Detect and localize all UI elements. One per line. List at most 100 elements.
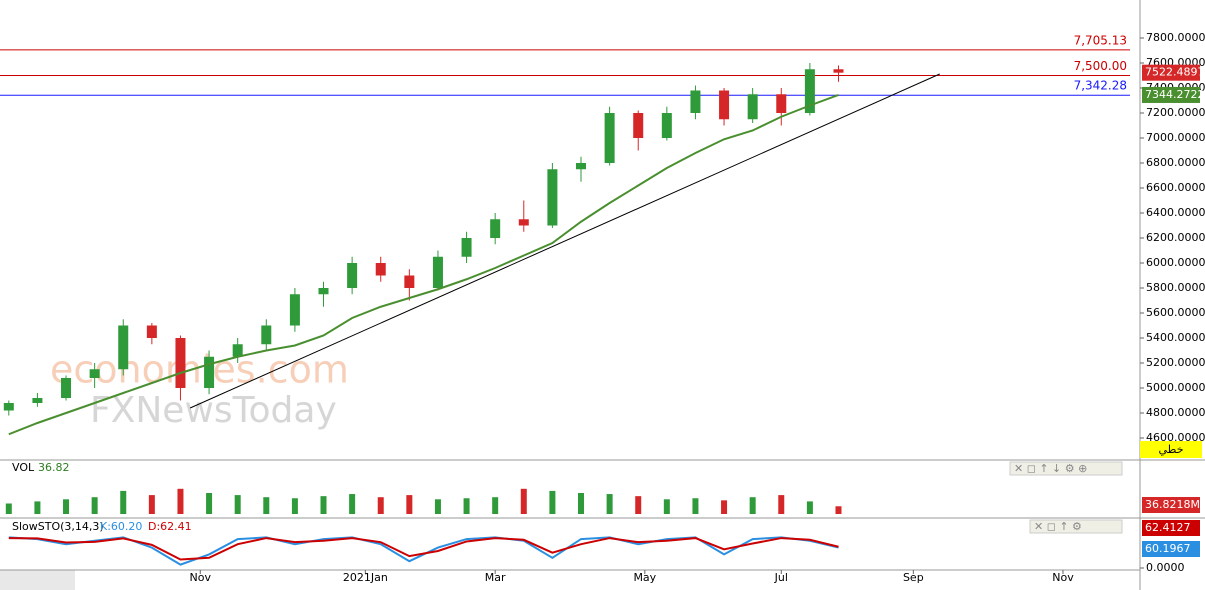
- vol-last: 36.82: [38, 461, 70, 474]
- volume-bar: [91, 497, 98, 514]
- y-tick-label: 7000.0000: [1146, 131, 1205, 144]
- volume-bar: [463, 498, 470, 514]
- ma-label: 7344.2722: [1145, 88, 1205, 101]
- candle-body: [547, 169, 558, 226]
- y-tick-label: 6400.0000: [1146, 206, 1205, 219]
- candle-body: [175, 338, 186, 388]
- volume-bar: [492, 497, 499, 514]
- candle-body: [89, 369, 100, 378]
- x-tick-label: May: [633, 571, 656, 584]
- candle-body: [204, 356, 215, 388]
- y-tick-label: 6800.0000: [1146, 156, 1205, 169]
- candle-body: [3, 403, 14, 411]
- watermark: FXNewsToday: [90, 390, 337, 431]
- candle-body: [576, 163, 587, 170]
- sto-k: K:60.20: [100, 520, 142, 533]
- candle-body: [518, 219, 529, 226]
- mode-label: خطي: [1159, 443, 1184, 456]
- svg-text:✕ ◻ ↑ ⚙: ✕ ◻ ↑ ⚙: [1034, 520, 1082, 533]
- volume-bar: [320, 496, 327, 514]
- volume-bar: [835, 506, 842, 514]
- volume-bar: [291, 498, 298, 514]
- candle-body: [661, 113, 672, 138]
- candle-body: [604, 113, 615, 163]
- sto-value: 60.1967: [1145, 542, 1191, 555]
- sto-toolbar[interactable]: ✕ ◻ ↑ ⚙: [1029, 519, 1123, 534]
- y-tick-label: 5000.0000: [1146, 381, 1205, 394]
- x-tick-label: Sep: [903, 571, 924, 584]
- volume-bar: [549, 490, 556, 514]
- volume-bar: [177, 488, 184, 514]
- volume-bar: [520, 488, 527, 514]
- candle-body: [719, 90, 730, 120]
- volume-bar: [606, 494, 613, 514]
- sto-name: SlowSTO(3,14,3): [12, 520, 104, 533]
- volume-bar: [749, 497, 756, 514]
- x-tick-label: Jul: [774, 571, 788, 584]
- volume-bar: [434, 499, 441, 514]
- volume-bar: [721, 500, 728, 514]
- y-tick-label: 5600.0000: [1146, 306, 1205, 319]
- y-tick-label: 5400.0000: [1146, 331, 1205, 344]
- volume-bar: [778, 495, 785, 514]
- sto-d: D:62.41: [148, 520, 192, 533]
- x-tick-label: Nov: [190, 571, 212, 584]
- mode-box: [1140, 441, 1202, 458]
- candle-body: [32, 398, 43, 403]
- candle-body: [118, 325, 129, 370]
- volume-bar: [406, 495, 413, 514]
- sto-box: [1142, 520, 1200, 536]
- sto-value: 62.4127: [1145, 521, 1191, 534]
- volume-bar: [34, 501, 41, 514]
- candle-body: [375, 263, 386, 276]
- candle-body: [432, 256, 443, 288]
- candle-body: [318, 288, 329, 295]
- volume-bar: [349, 494, 356, 514]
- candle-body: [633, 113, 644, 138]
- x-tick-label: Mar: [485, 571, 506, 584]
- candle-body: [347, 263, 358, 288]
- moving-average: [8, 94, 839, 436]
- y-tick-label: 6200.0000: [1146, 231, 1205, 244]
- y-tick-label: 7800.0000: [1146, 31, 1205, 44]
- y-tick-label: 0.0000: [1146, 561, 1185, 574]
- volume-bar: [63, 499, 70, 514]
- candle-body: [146, 325, 157, 338]
- y-tick-label: 5200.0000: [1146, 356, 1205, 369]
- level-label: 7,342.28: [1074, 79, 1127, 93]
- x-tick-label: Nov: [1052, 571, 1074, 584]
- candle-body: [747, 94, 758, 120]
- volume-bar: [806, 501, 813, 514]
- y-tick-label: 6600.0000: [1146, 181, 1205, 194]
- candle-body: [833, 69, 844, 73]
- x-tick-label: 2021Jan: [343, 571, 388, 584]
- candle-body: [61, 378, 72, 398]
- volume-bar: [234, 495, 241, 514]
- candle-body: [776, 94, 787, 113]
- candle-body: [461, 238, 472, 257]
- volume-bar: [206, 493, 213, 514]
- volume-bar: [263, 497, 270, 514]
- level-label: 7,705.13: [1074, 33, 1127, 47]
- candle-body: [690, 90, 701, 113]
- price-label: 7522.4897: [1145, 66, 1205, 79]
- ma-box: [1142, 86, 1200, 103]
- vol-name: VOL: [12, 461, 35, 474]
- volume-bar: [635, 496, 642, 514]
- candle-body: [804, 69, 815, 113]
- y-tick-label: 7200.0000: [1146, 106, 1205, 119]
- y-tick-label: 6000.0000: [1146, 256, 1205, 269]
- price-box: [1142, 64, 1200, 81]
- y-tick-label: 5800.0000: [1146, 281, 1205, 294]
- volume-bar: [377, 497, 384, 514]
- sto-box: [1142, 541, 1200, 557]
- level-label: 7,500.00: [1074, 59, 1127, 73]
- vol-current: 36.8218M: [1145, 498, 1200, 511]
- trend-line: [189, 73, 940, 409]
- vol-toolbar[interactable]: ✕ ◻ ↑ ↓ ⚙ ⊕: [1009, 461, 1123, 476]
- vol-box: [1142, 497, 1200, 513]
- watermark: economies.com: [50, 348, 349, 392]
- stochastic-line: [8, 537, 839, 561]
